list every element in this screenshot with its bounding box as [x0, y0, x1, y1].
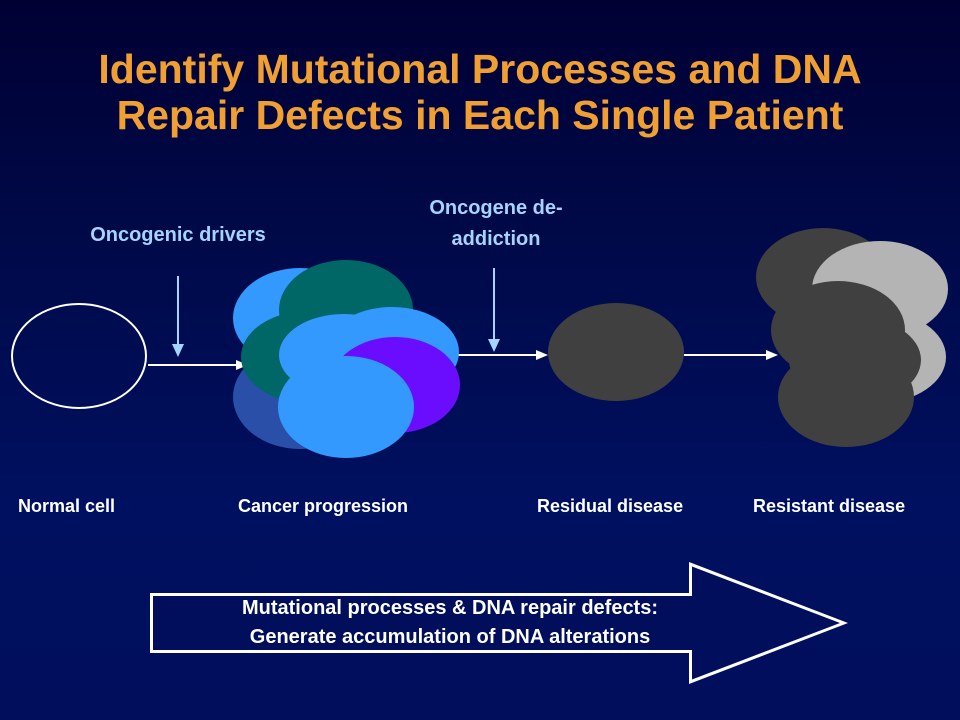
oncogene-deaddiction-line-2: addiction	[451, 228, 541, 250]
stage-label-residual: Residual disease	[537, 496, 684, 516]
slide-title: Identify Mutational Processes and DNA Re…	[0, 46, 960, 138]
oncogenic-drivers-text: Oncogenic drivers	[90, 224, 266, 246]
banner-line-2: Generate accumulation of DNA alterations	[249, 626, 651, 648]
resistant-clone-dark-front	[778, 347, 914, 447]
accumulation-block-arrow-inner	[153, 566, 840, 680]
stage-label-resistant: Resistant disease	[753, 496, 906, 516]
stage-label-normal: Normal cell	[18, 496, 116, 516]
arrow-residual-to-resistant	[684, 350, 778, 360]
oncogenic-drivers-label: Oncogenic drivers	[60, 220, 296, 251]
resistant-disease-cluster	[756, 228, 948, 447]
arrow-normal-to-cancer	[148, 360, 248, 370]
title-line-2: Repair Defects in Each Single Patient	[116, 92, 844, 138]
oncogene-deaddiction-label: Oncogene de- addiction	[390, 193, 602, 255]
title-line-1: Identify Mutational Processes and DNA	[98, 46, 862, 92]
arrow-oncogenic-drivers	[172, 276, 184, 357]
normal-cell	[11, 303, 147, 409]
banner-line-1: Mutational processes & DNA repair defect…	[241, 597, 659, 619]
arrow-oncogene-deaddiction	[488, 268, 500, 352]
oncogene-deaddiction-line-1: Oncogene de-	[429, 197, 563, 219]
cancer-progression-cluster	[233, 260, 460, 458]
clone-light-blue-front	[278, 356, 414, 458]
banner-text: Mutational processes & DNA repair defect…	[170, 594, 730, 652]
stage-label-progression: Cancer progression	[238, 496, 409, 516]
residual-disease-cell	[548, 303, 684, 401]
arrow-cancer-to-residual	[458, 350, 548, 360]
